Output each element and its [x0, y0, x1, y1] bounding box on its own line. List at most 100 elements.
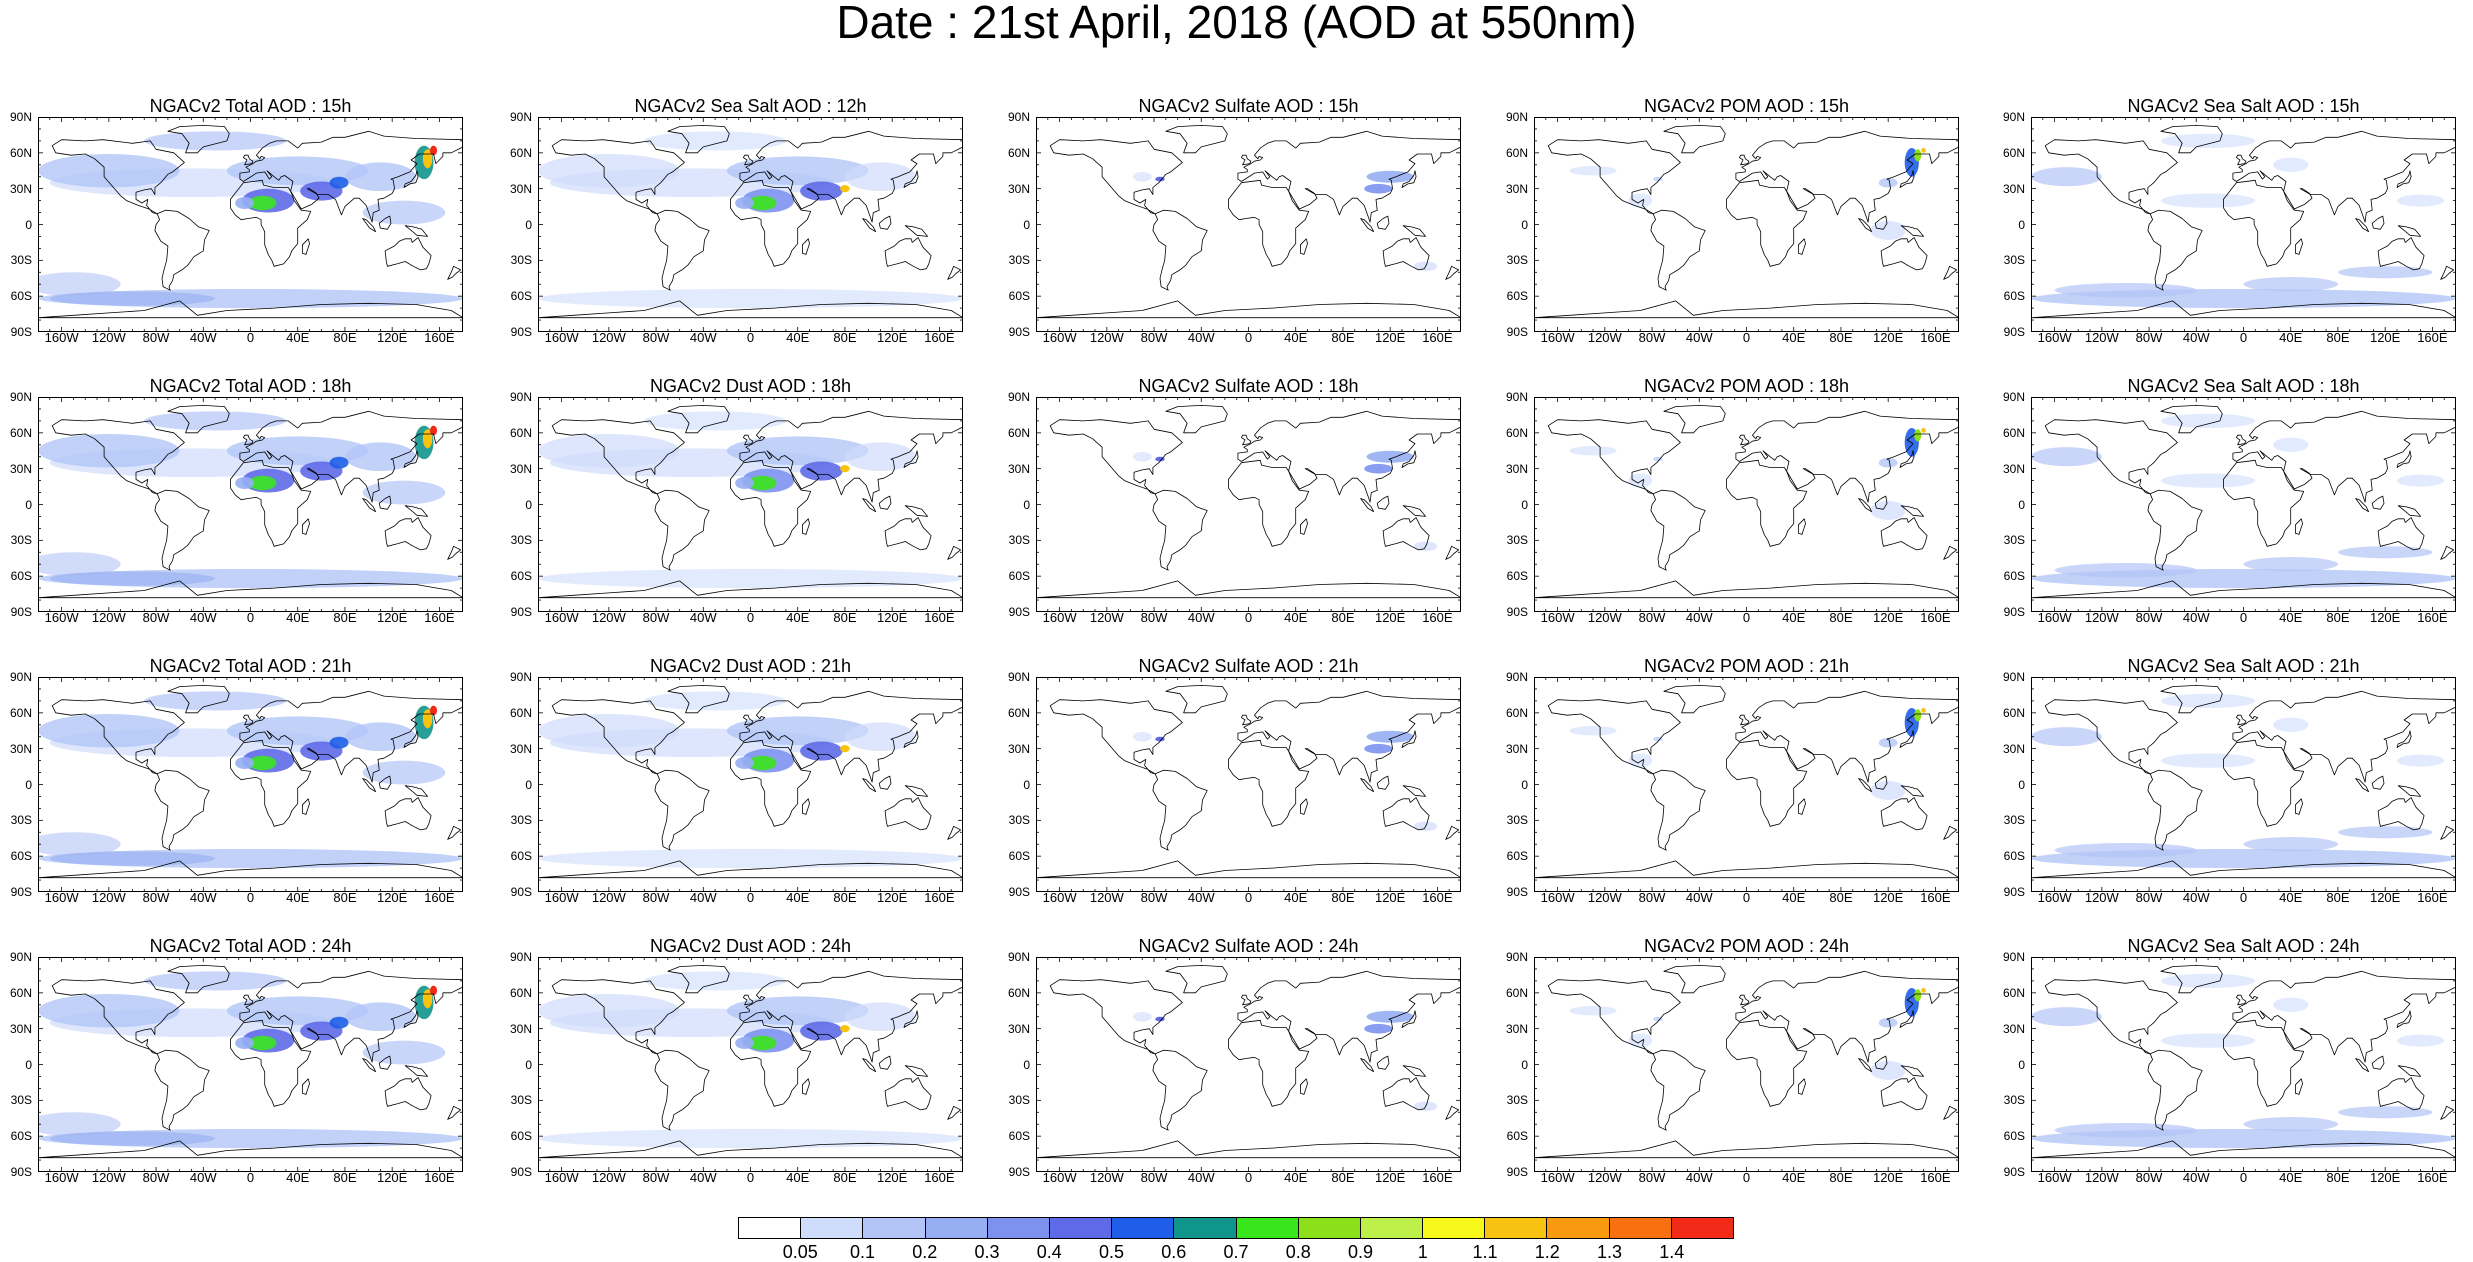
lon-label: 40W [1685, 610, 1713, 625]
coastline-greenland [667, 404, 730, 434]
aod-field [844, 162, 916, 192]
map-plot [538, 117, 963, 332]
lat-label: 60S [10, 1129, 32, 1144]
map-svg [1534, 117, 1959, 332]
coastline-greenland [2160, 124, 2223, 154]
lon-label: 80W [2135, 1170, 2163, 1185]
map-panel: NGACv2 POM AOD : 24h 90N 60N 30N 0 30S 60S 90S 1… [1496, 935, 1996, 1215]
coastline-greenland [1165, 964, 1228, 994]
aod-field [235, 477, 255, 489]
coastline-britain [1240, 994, 1252, 1006]
coastline-japan [403, 170, 419, 188]
lat-label: 0 [1023, 217, 1030, 232]
lat-label: 60S [2003, 849, 2025, 864]
lon-label: 160E [924, 330, 955, 345]
coastline-new-guinea [404, 225, 429, 237]
map-panel: NGACv2 Sulfate AOD : 18h 90N 60N 30N 0 30S 60S… [998, 375, 1498, 655]
coastline-borneo [1376, 215, 1390, 230]
map-svg [2031, 397, 2456, 612]
aod-field [2337, 546, 2433, 559]
lon-label: 80W [642, 610, 670, 625]
coastline-borneo [1376, 775, 1390, 790]
coastline-japan [403, 450, 419, 468]
aod-field [38, 434, 180, 468]
lat-label: 30S [1008, 1093, 1030, 1108]
aod-field [726, 716, 869, 746]
coastline-sumatra [362, 1058, 377, 1073]
map-plot [538, 957, 963, 1172]
aod-field [2396, 754, 2445, 767]
coastline-borneo [878, 495, 892, 510]
coastline-australia [384, 517, 432, 551]
aod-field [2160, 1033, 2256, 1048]
coastline-australia [384, 1077, 432, 1111]
lat-label: 30N [2002, 461, 2025, 476]
lon-label: 80W [1140, 610, 1168, 625]
aod-field [1870, 780, 1906, 801]
coastline-borneo [1874, 495, 1888, 510]
coastline-antarctica [38, 580, 463, 599]
aod-field [644, 691, 786, 711]
colorbar-label: 0.4 [1036, 1242, 1062, 1262]
coastline-north-america [2044, 139, 2178, 215]
lat-label: 30N [1007, 741, 1030, 756]
aod-field [49, 1131, 216, 1146]
coastline-borneo [1376, 495, 1390, 510]
coastline-antarctica [1036, 580, 1461, 599]
lat-label: 0 [25, 777, 32, 792]
aod-field [2160, 753, 2256, 768]
lat-label: 90S [10, 885, 32, 899]
lon-label: 80E [833, 610, 857, 625]
lon-label: 80W [642, 1170, 670, 1185]
panel-title: NGACv2 Sea Salt AOD : 21h [2127, 656, 2360, 676]
coastline-eurasia [1735, 970, 1959, 1063]
coastline-borneo [1874, 775, 1888, 790]
lon-label: 40E [786, 890, 810, 905]
lon-label: 120W [1089, 330, 1124, 345]
lat-label: 90N [1505, 670, 1528, 684]
lat-label: 30S [2003, 813, 2025, 828]
lat-label: 60S [1008, 569, 1030, 584]
colorbar-label: 0.05 [782, 1242, 818, 1262]
coastline-north-america [551, 699, 685, 775]
coastline-japan [2396, 450, 2412, 468]
aod-field [248, 195, 277, 211]
lon-label: 120E [1872, 330, 1904, 345]
coastline-new-zealand [447, 265, 462, 280]
coastline-new-zealand [1445, 1105, 1460, 1120]
coastline-britain [742, 434, 754, 446]
lat-label: 60S [1506, 849, 1528, 864]
aod-field [538, 154, 680, 188]
aod-field [538, 714, 680, 748]
coastline-eurasia [739, 130, 963, 223]
panel-title: NGACv2 Sulfate AOD : 24h [1138, 936, 1359, 956]
coastline-australia [384, 237, 432, 271]
lat-label: 30N [2002, 741, 2025, 756]
coastline-new-guinea [904, 1065, 929, 1077]
aod-field [2337, 266, 2433, 279]
lat-label: 90N [509, 670, 532, 684]
colorbar-label: 0.1 [849, 1242, 876, 1262]
aod-field [1132, 451, 1152, 462]
map-svg [38, 117, 463, 332]
coastline-north-america [1547, 699, 1681, 775]
panel-title: NGACv2 Dust AOD : 24h [649, 936, 852, 956]
coastline-eurasia [739, 690, 963, 783]
aod-field [844, 442, 916, 472]
coastline-greenland [167, 404, 230, 434]
lon-label: 80W [142, 890, 170, 905]
lon-label: 120W [591, 890, 626, 905]
coastline-greenland [667, 684, 730, 714]
aod-field [2273, 157, 2309, 172]
colorbar-box [1423, 1218, 1486, 1238]
lat-label: 0 [2018, 777, 2025, 792]
coastline-madagascar [801, 238, 810, 255]
lat-label: 60N [9, 145, 32, 160]
coastline-australia [884, 1077, 932, 1111]
lat-label: 0 [2018, 217, 2025, 232]
lon-label: 40W [1685, 890, 1713, 905]
coastline-antarctica [1036, 1140, 1461, 1159]
lat-label: 90S [1008, 885, 1030, 899]
coastline-japan [1899, 1010, 1915, 1028]
lat-label: 60N [509, 145, 532, 160]
